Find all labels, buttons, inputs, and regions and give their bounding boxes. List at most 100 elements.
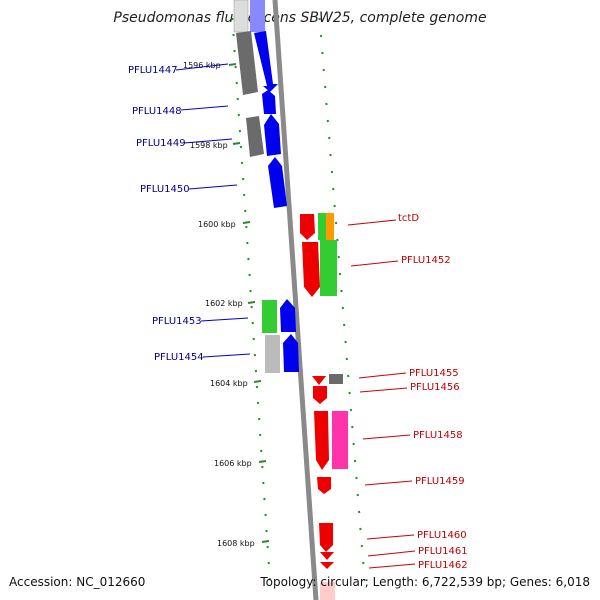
track-dash [231,17,234,21]
track-dash [251,321,254,325]
track-dash [345,357,349,361]
track-dash [238,129,242,133]
accession-text: Accession: NC_012660 [9,575,146,589]
left-dash-track [231,17,271,581]
tick-mark-1596 [228,63,237,66]
track-dash [252,337,255,341]
track-dash [330,170,334,174]
gene-pflu1462-reverse [320,562,334,569]
track-dash [233,49,236,53]
track-dash [237,113,241,117]
leader-pflu1447 [175,63,229,71]
gene-pflu1447-gray [236,31,258,95]
tick-label-1606: 1606 kbp [214,459,252,468]
leader-pflu1461 [367,550,416,557]
track-dash [264,513,267,517]
gene-pflu1450-forward [268,157,287,208]
gene-pflu1458-reverse [314,411,329,470]
gene-pflu1453-green [262,300,277,333]
leader-pflu1454 [202,353,251,358]
tick-mark-1602 [247,301,256,304]
scale-ticks: 1596 kbp 1598 kbp 1600 kbp 1602 kbp 1604… [183,61,270,548]
track-dash [240,161,244,165]
track-dash [322,68,325,72]
left-labels: PFLU1447 PFLU1448 PFLU1449 PFLU1450 PFLU… [128,65,204,363]
label-pflu1453: PFLU1453 [152,316,202,327]
track-dash [242,193,246,197]
right-genes [300,213,348,600]
track-dash [232,33,235,37]
leader-pflu1453 [200,317,249,322]
tick-label-1608: 1608 kbp [217,539,255,548]
genome-backbone [272,0,319,600]
gene-pflu1455-reverse [312,376,326,385]
track-dash [332,187,335,191]
leader-pflu1450 [188,184,238,190]
track-dash [336,238,339,242]
track-dash [351,425,354,429]
gene-pflu1447-forward [254,31,278,92]
gene-forward-top [250,0,265,32]
tick-label-1602: 1602 kbp [205,299,243,308]
track-dash [241,177,245,181]
track-dash [239,145,243,149]
leader-pflu1459 [364,480,413,486]
gene-tctd-reverse [300,214,315,240]
label-pflu1449: PFLU1449 [136,138,186,149]
leader-pflu1456 [359,387,408,393]
track-dash [328,136,331,140]
track-dash [236,97,239,101]
label-pflu1462: PFLU1462 [418,560,468,571]
leader-pflu1452 [350,260,399,267]
track-dash [258,433,262,437]
track-dash [244,209,247,213]
track-dash [334,221,338,225]
tick-mark-1606 [258,460,267,463]
track-dash [341,306,345,310]
gene-pflu1448-forward [262,90,276,114]
track-dash [234,65,237,69]
gene-tctd-orange [326,213,334,240]
gene-pflu1449-gray [246,116,264,157]
label-pflu1458: PFLU1458 [413,430,463,441]
track-dash [262,481,265,485]
track-dash [235,81,238,85]
leader-pflu1449 [183,138,233,144]
label-pflu1450: PFLU1450 [140,184,190,195]
tick-mark-1598 [232,142,241,145]
leader-pflu1460 [366,534,415,540]
track-dash [254,369,258,373]
track-dash [253,353,257,357]
tick-label-1598: 1598 kbp [190,141,228,150]
label-pflu1448: PFLU1448 [132,106,182,117]
gene-pflu1458-pink [332,411,348,469]
track-dash [338,272,342,276]
track-dash [325,102,328,106]
track-dash [360,544,364,548]
track-dash [333,204,336,208]
track-dash [318,17,321,21]
tick-label-1596: 1596 kbp [183,61,221,70]
leader-pflu1462 [368,563,416,569]
track-dash [340,289,343,293]
tick-label-1600: 1600 kbp [198,220,236,229]
track-dash [266,545,269,549]
track-dash [245,225,248,229]
track-dash [359,527,362,531]
label-pflu1456: PFLU1456 [410,382,460,393]
track-dash [337,255,340,259]
track-dash [353,459,357,463]
left-leaders [175,63,251,358]
label-pflu1447: PFLU1447 [128,65,178,76]
leader-pflu1455 [358,372,407,379]
label-pflu1455: PFLU1455 [409,368,459,379]
gene-pflu1452-green [320,240,337,296]
label-pflu1452: PFLU1452 [401,255,451,266]
gene-tctd-green [318,213,326,240]
track-dash [265,529,268,533]
track-dash [326,119,330,123]
right-dash-track [318,17,366,582]
genome-info-text: Topology: circular; Length: 6,722,539 bp… [260,575,590,589]
gene-pflu1459-reverse [317,477,331,494]
track-dash [352,442,355,446]
